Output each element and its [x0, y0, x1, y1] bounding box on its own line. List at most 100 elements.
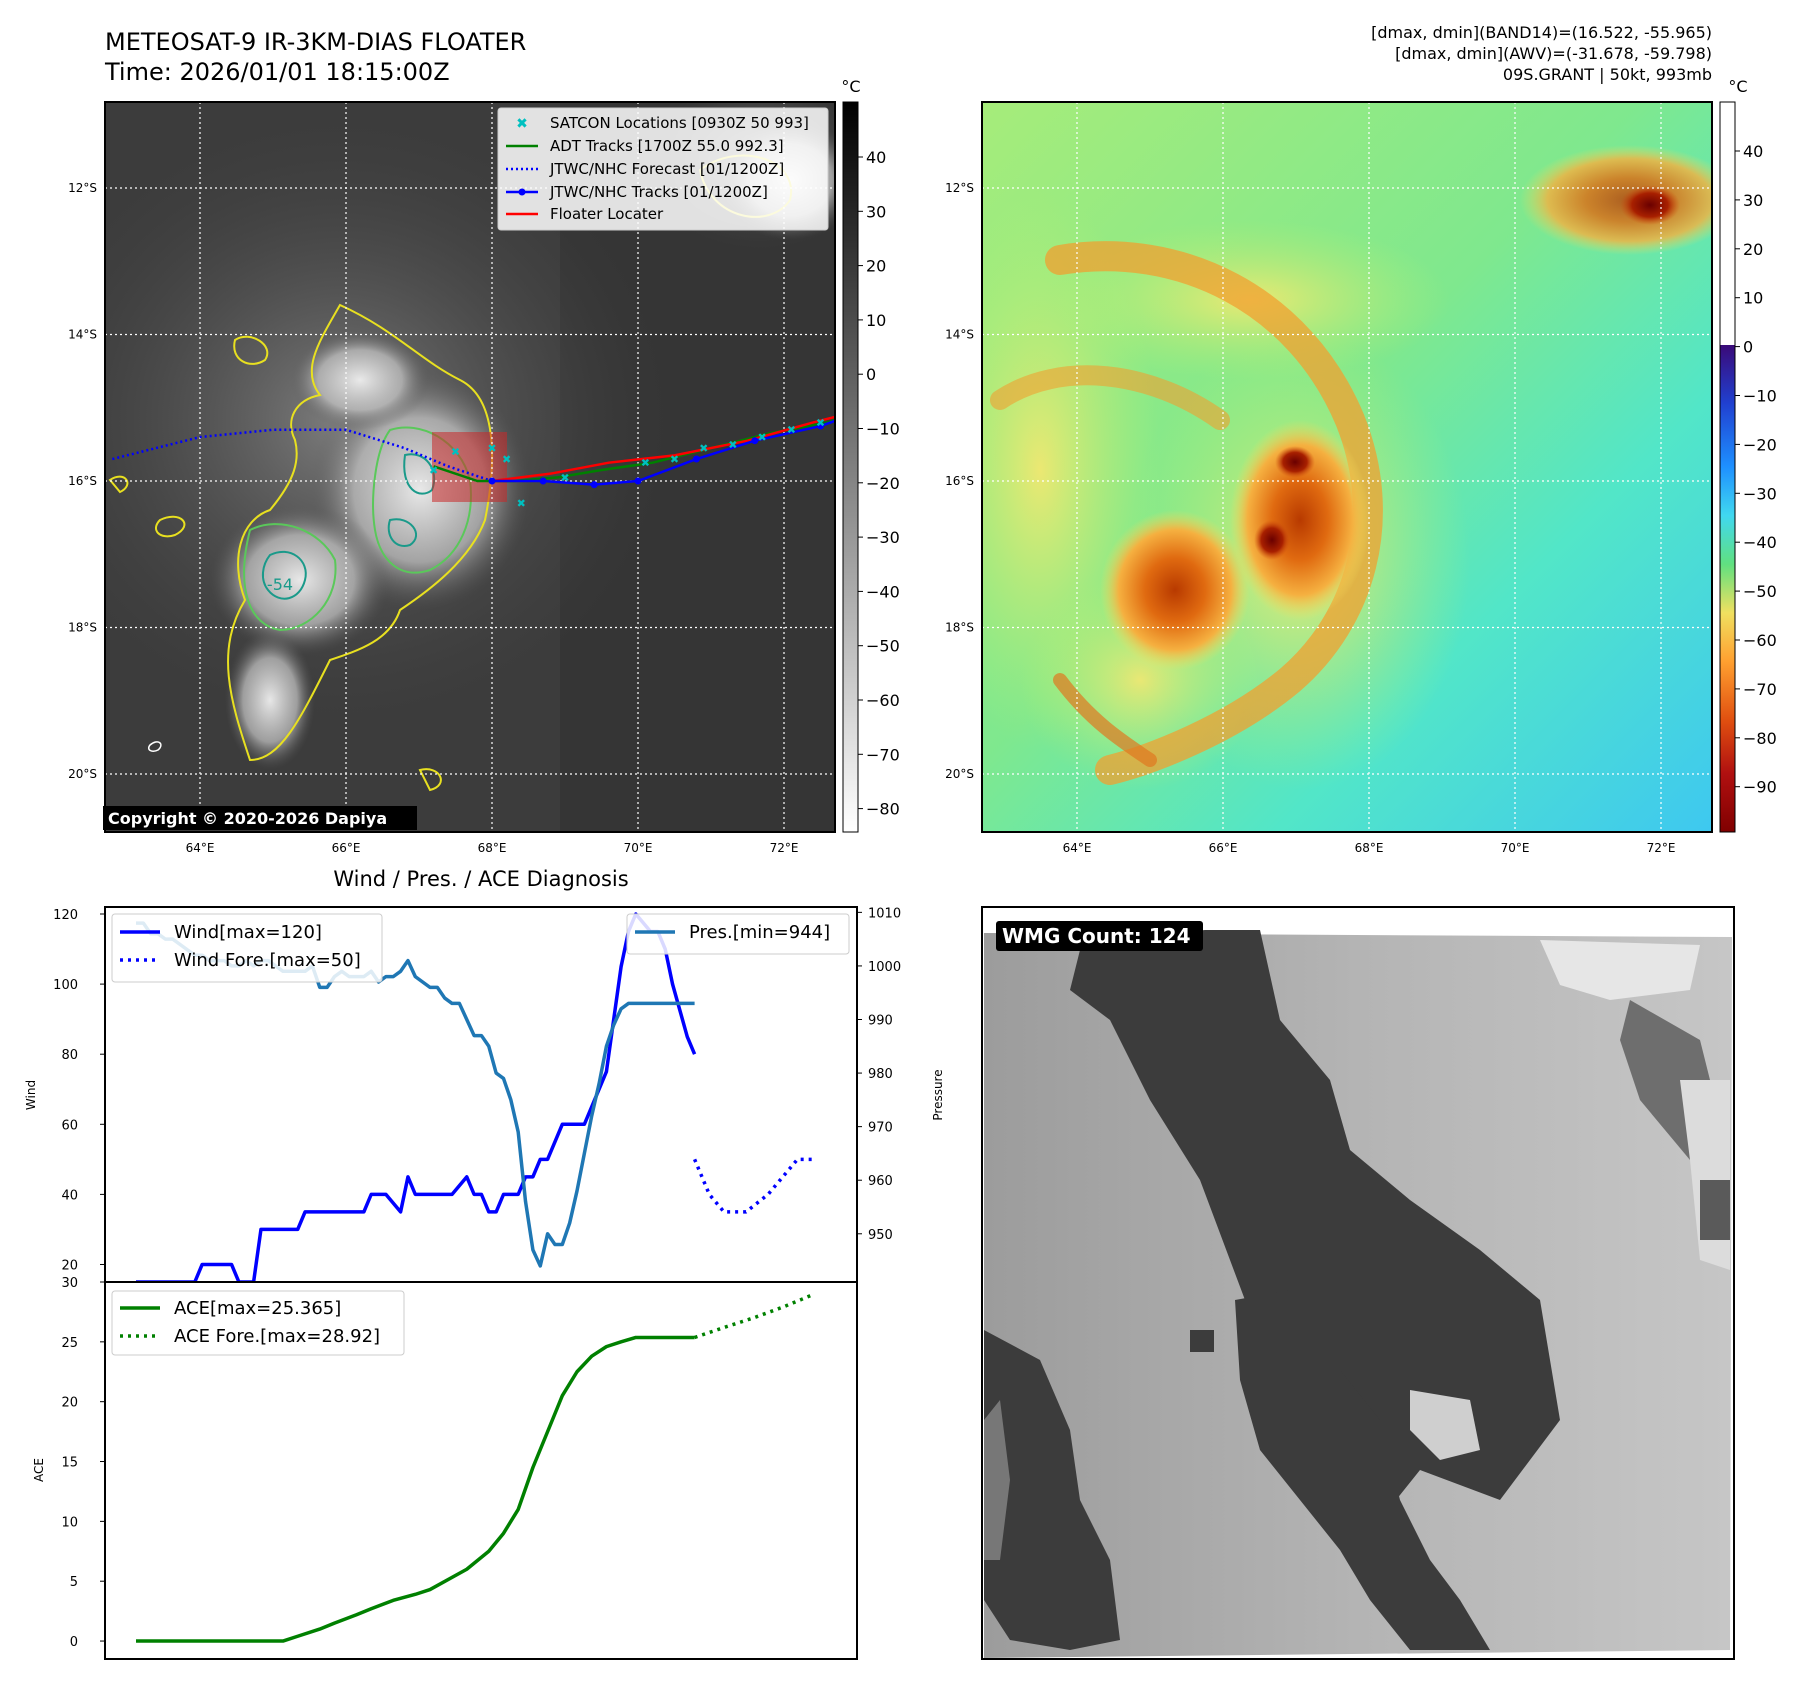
ace-axis-label: ACE — [32, 1458, 46, 1482]
satcon-marker: ✖ — [451, 446, 460, 459]
wind-axis-label: Wind — [24, 1080, 38, 1110]
wv-spiral-band — [990, 365, 1230, 430]
figure-title: METEOSAT-9 IR-3KM-DIAS FLOATER — [105, 28, 526, 56]
legend-floater-label: Floater Locater — [550, 205, 664, 223]
ace-tick-label: 15 — [61, 1456, 78, 1471]
jtwc-track-point — [817, 422, 824, 430]
satcon-marker: ✖ — [670, 453, 679, 466]
wv-spiral-band — [1053, 673, 1157, 767]
map-legend-box — [497, 107, 829, 231]
contour-label: -54 — [267, 575, 293, 594]
wmg-light-patch — [1410, 1390, 1480, 1460]
ace-axes: 0 5 10 15 20 25 30 — [61, 1276, 105, 1650]
satcon-marker: ✖ — [787, 424, 796, 437]
lat-tick-label: 14°S — [68, 328, 97, 342]
wv-colorbar-positive — [1720, 102, 1735, 345]
wmg-count-box — [996, 921, 1203, 951]
lat-tick-label: 14°S — [945, 328, 974, 342]
wv-colorbar-unit: °C — [1728, 77, 1747, 96]
lat-tick-label: 20°S — [945, 767, 974, 781]
legend-satcon-label: SATCON Locations [0930Z 50 993] — [550, 114, 809, 132]
lat-tick-label: 18°S — [68, 621, 97, 635]
colorbar-tick-label: 30 — [866, 202, 886, 221]
ir-tracks: ✖✖✖✖✖✖✖✖✖✖✖✖✖✖ — [112, 404, 875, 510]
wv-colorbar-ticks: 40 30 20 10 0 −10 −20 −30 −40 −50 −60 −70 −80 −90 — [1735, 142, 1777, 797]
colorbar-tick-label: −80 — [866, 800, 900, 819]
wind-tick-label: 80 — [61, 1048, 78, 1063]
wmg-frame — [981, 906, 1735, 1660]
colorbar-tick-label: 10 — [1743, 289, 1763, 308]
colorbar-tick-label: −90 — [1743, 778, 1777, 797]
pressure-legend-label: Pres.[min=944] — [689, 922, 830, 943]
colorbar-tick-label: 10 — [866, 311, 886, 330]
jtwc-track — [492, 419, 835, 486]
jtwc-track-point — [590, 481, 598, 489]
wv-ne-dark — [1620, 185, 1680, 225]
legend-jtwc-label: JTWC/NHC Tracks [01/1200Z] — [549, 183, 768, 201]
wv-dark-spot — [1254, 520, 1290, 560]
map-legend: ✖ SATCON Locations [0930Z 50 993] ADT Tr… — [497, 107, 829, 231]
ir-cloud-mass — [225, 630, 315, 770]
copyright-box — [103, 806, 417, 830]
jtwc-track-point — [751, 437, 759, 445]
lon-tick-label: 68°E — [478, 841, 507, 855]
pressure-axis-label: Pressure — [931, 1069, 945, 1120]
lon-tick-label: 68°E — [1355, 841, 1384, 855]
lon-tick-label: 66°E — [1209, 841, 1238, 855]
pressure-tick-label: 950 — [868, 1228, 893, 1243]
wv-dark-spot — [1275, 446, 1315, 478]
lon-tick-label: 64°E — [186, 841, 215, 855]
ace-tick-label: 20 — [61, 1396, 78, 1411]
lat-tick-label: 20°S — [68, 767, 97, 781]
lon-tick-label: 66°E — [332, 841, 361, 855]
wv-ne-feature — [1520, 145, 1712, 255]
wind-legend-label: Wind[max=120] — [174, 922, 322, 943]
wv-colorbar-negative — [1720, 345, 1735, 832]
contour-yellow — [155, 515, 186, 538]
lon-tick-label: 70°E — [624, 841, 653, 855]
jtwc-track-point — [692, 455, 700, 463]
figure-time: Time: 2026/01/01 18:15:00Z — [104, 58, 450, 86]
ir-cloud-mass — [290, 330, 430, 430]
contour-white — [147, 741, 162, 752]
pressure-tick-label: 980 — [868, 1067, 893, 1082]
colorbar-tick-label: −30 — [866, 528, 900, 547]
floater-box — [432, 432, 507, 502]
colorbar-tick-label: −70 — [1743, 680, 1777, 699]
pressure-tick-label: 990 — [868, 1014, 893, 1029]
wv-gridlines — [982, 102, 1712, 832]
colorbar-tick-label: −60 — [1743, 631, 1777, 650]
ace-line — [136, 1335, 695, 1643]
wv-map-panel: 64°E 66°E 68°E 70°E 72°E 12°S 14°S 16°S 18°S 20°S… — [945, 77, 1777, 855]
legend-jtwc-marker — [518, 188, 526, 196]
ace-chart: 0 5 10 15 20 25 30 ACE ACE[max=25.365] ACE For… — [32, 1276, 858, 1660]
colorbar-tick-label: 30 — [1743, 191, 1763, 210]
jtwc-track-point — [539, 477, 547, 485]
wmg-dark-band — [984, 1330, 1120, 1650]
chart-title: Wind / Pres. / ACE Diagnosis — [333, 867, 628, 891]
wmg-count-label: WMG Count: 124 — [1002, 924, 1191, 948]
colorbar-tick-label: −10 — [866, 420, 900, 439]
ir-cloud-mass — [210, 505, 390, 655]
colorbar-tick-label: 40 — [866, 148, 886, 167]
wv-axis-labels: 64°E 66°E 68°E 70°E 72°E 12°S 14°S 16°S 18°S 20°S — [945, 181, 1675, 855]
contour-teal — [262, 550, 307, 600]
jtwc-track-point — [868, 404, 875, 411]
wv-map-frame — [981, 101, 1713, 833]
colorbar-tick-label: 40 — [1743, 142, 1763, 161]
lat-tick-label: 16°S — [68, 474, 97, 488]
wmg-mid-band — [984, 1400, 1010, 1560]
lat-tick-label: 12°S — [68, 181, 97, 195]
wind-legend-box — [111, 913, 383, 983]
wmg-light-patch — [1540, 940, 1700, 1000]
wmg-panel: WMG Count: 124 — [981, 906, 1735, 1660]
contour-green — [243, 523, 337, 632]
jtwc-track-point — [488, 477, 496, 485]
legend-adt-label: ADT Tracks [1700Z 55.0 992.3] — [550, 137, 784, 155]
wv-dry-core — [1100, 510, 1250, 670]
jtwc-forecast-track — [112, 428, 493, 483]
ir-colorbar — [842, 101, 859, 833]
wind-tick-label: 60 — [61, 1118, 78, 1133]
pressure-tick-label: 960 — [868, 1174, 893, 1189]
pressure-tick-label: 1010 — [868, 906, 901, 921]
